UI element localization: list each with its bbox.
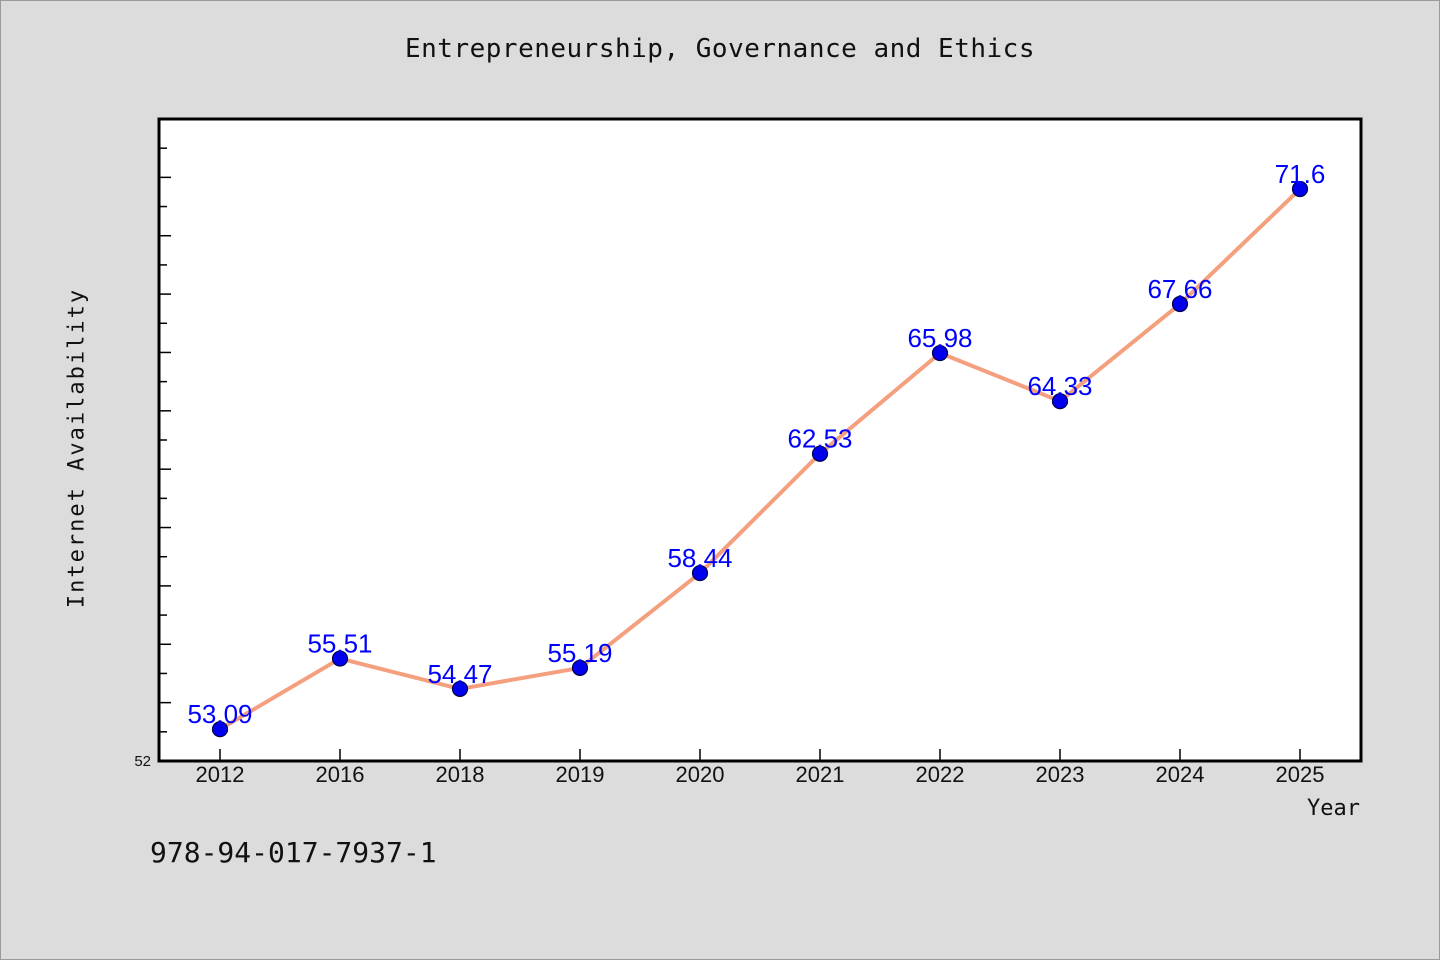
data-point	[811, 445, 829, 462]
x-tick-label: 2019	[556, 762, 605, 787]
data-labels: 53.09 55.51 54.47 55.19 58.44 62.53 65.98 64.33…	[187, 159, 1325, 729]
x-tick-label: 2025	[1276, 762, 1325, 787]
x-tick-label: 2021	[796, 762, 845, 787]
data-label: 62.53	[787, 424, 852, 454]
data-point	[1171, 295, 1189, 313]
data-point	[211, 721, 229, 738]
data-label: 67.66	[1147, 274, 1212, 304]
data-label: 71.6	[1275, 159, 1326, 189]
data-point	[1291, 180, 1309, 198]
y-tick-label: 52	[134, 753, 151, 770]
series-line	[218, 187, 1302, 732]
x-tick-label: 2022	[916, 762, 965, 787]
data-point	[571, 659, 589, 677]
chart-title: Entrepreneurship, Governance and Ethics	[405, 34, 1035, 64]
data-label: 65.98	[907, 323, 972, 353]
data-point	[451, 680, 469, 698]
data-point	[931, 344, 949, 362]
x-tick-label: 2012	[196, 762, 245, 787]
x-tick-label: 2020	[676, 762, 725, 787]
data-markers	[211, 180, 1309, 738]
data-label: 58.44	[667, 543, 732, 573]
data-label: 64.33	[1027, 371, 1092, 401]
data-label: 54.47	[427, 659, 492, 689]
x-axis-ticks: 2012 2016 2018 2019 2020 2021 2022 2023 2024 2025	[196, 749, 1325, 787]
data-point	[691, 564, 709, 582]
data-label: 55.51	[307, 629, 372, 659]
x-tick-label: 2024	[1156, 762, 1205, 787]
isbn-text: 978-94-017-7937-1	[150, 836, 437, 869]
x-axis-label: Year	[1307, 796, 1360, 821]
x-tick-label: 2016	[316, 762, 365, 787]
y-axis-ticks: 52	[134, 147, 171, 770]
x-tick-label: 2023	[1036, 762, 1085, 787]
data-point	[331, 650, 349, 667]
data-point	[1051, 393, 1069, 410]
data-label: 53.09	[187, 699, 252, 729]
plot-area	[157, 117, 1363, 763]
x-tick-label: 2018	[436, 762, 485, 787]
data-label: 55.19	[547, 638, 612, 668]
